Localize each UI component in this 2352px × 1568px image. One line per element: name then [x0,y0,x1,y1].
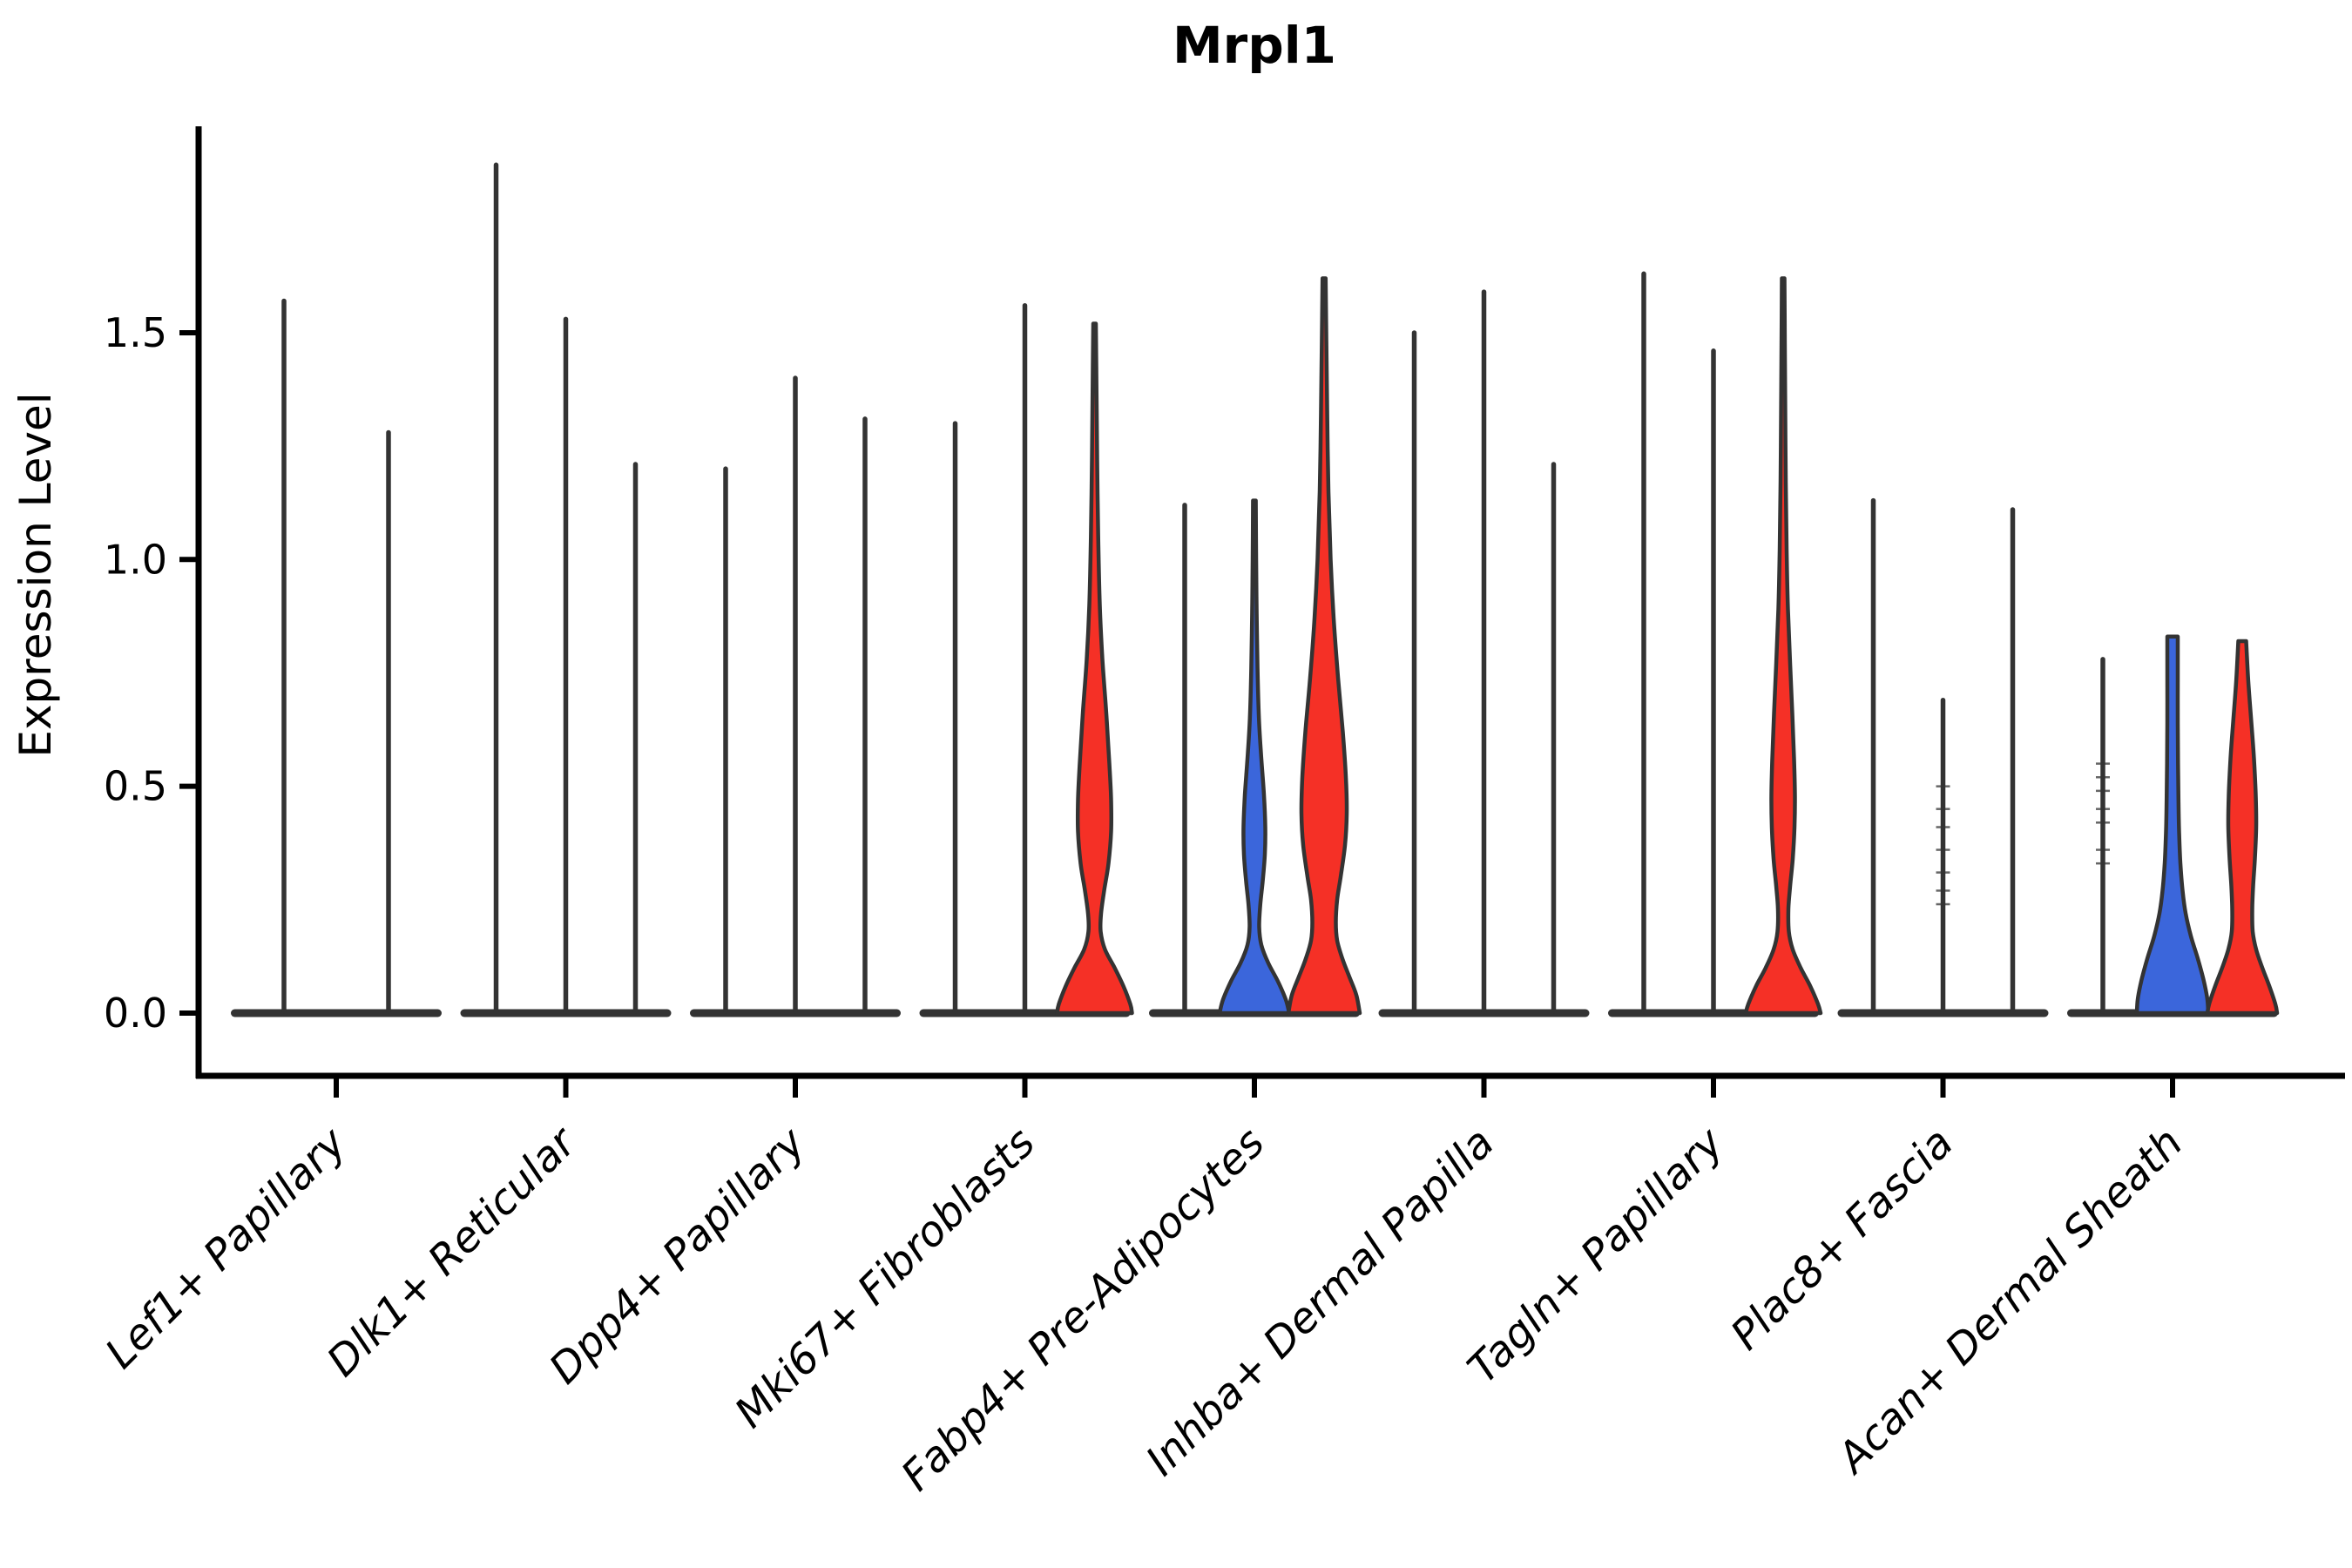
y-tick-label: 0.5 [104,763,167,810]
x-tick-label: Plac8+ Fascia [1721,1119,1963,1360]
y-tick-label: 1.5 [104,309,167,356]
violin-blue [2134,634,2211,1016]
x-tick-label: Lef1+ Papillary [96,1118,356,1378]
baseline-blob [231,1009,442,1017]
y-tick-label: 1.0 [104,536,167,583]
y-axis-label: Expression Level [10,392,61,757]
x-tick-label: Fabp4+ Pre-Adipocytes [892,1119,1274,1501]
y-tick-label: 0.0 [104,990,167,1037]
violin-red [1286,276,1362,1016]
violin-blue [1217,498,1292,1016]
x-tick-label: Dlk1+ Reticular [318,1117,588,1387]
violin-red [1743,276,1823,1016]
violin-red [1055,321,1134,1016]
x-tick-label: Dpp4+ Papillary [540,1118,815,1393]
x-tick-label: Tagln+ Papillary [1458,1118,1734,1393]
chart-title: Mrpl1 [1173,16,1336,75]
violin-red [2205,639,2280,1016]
